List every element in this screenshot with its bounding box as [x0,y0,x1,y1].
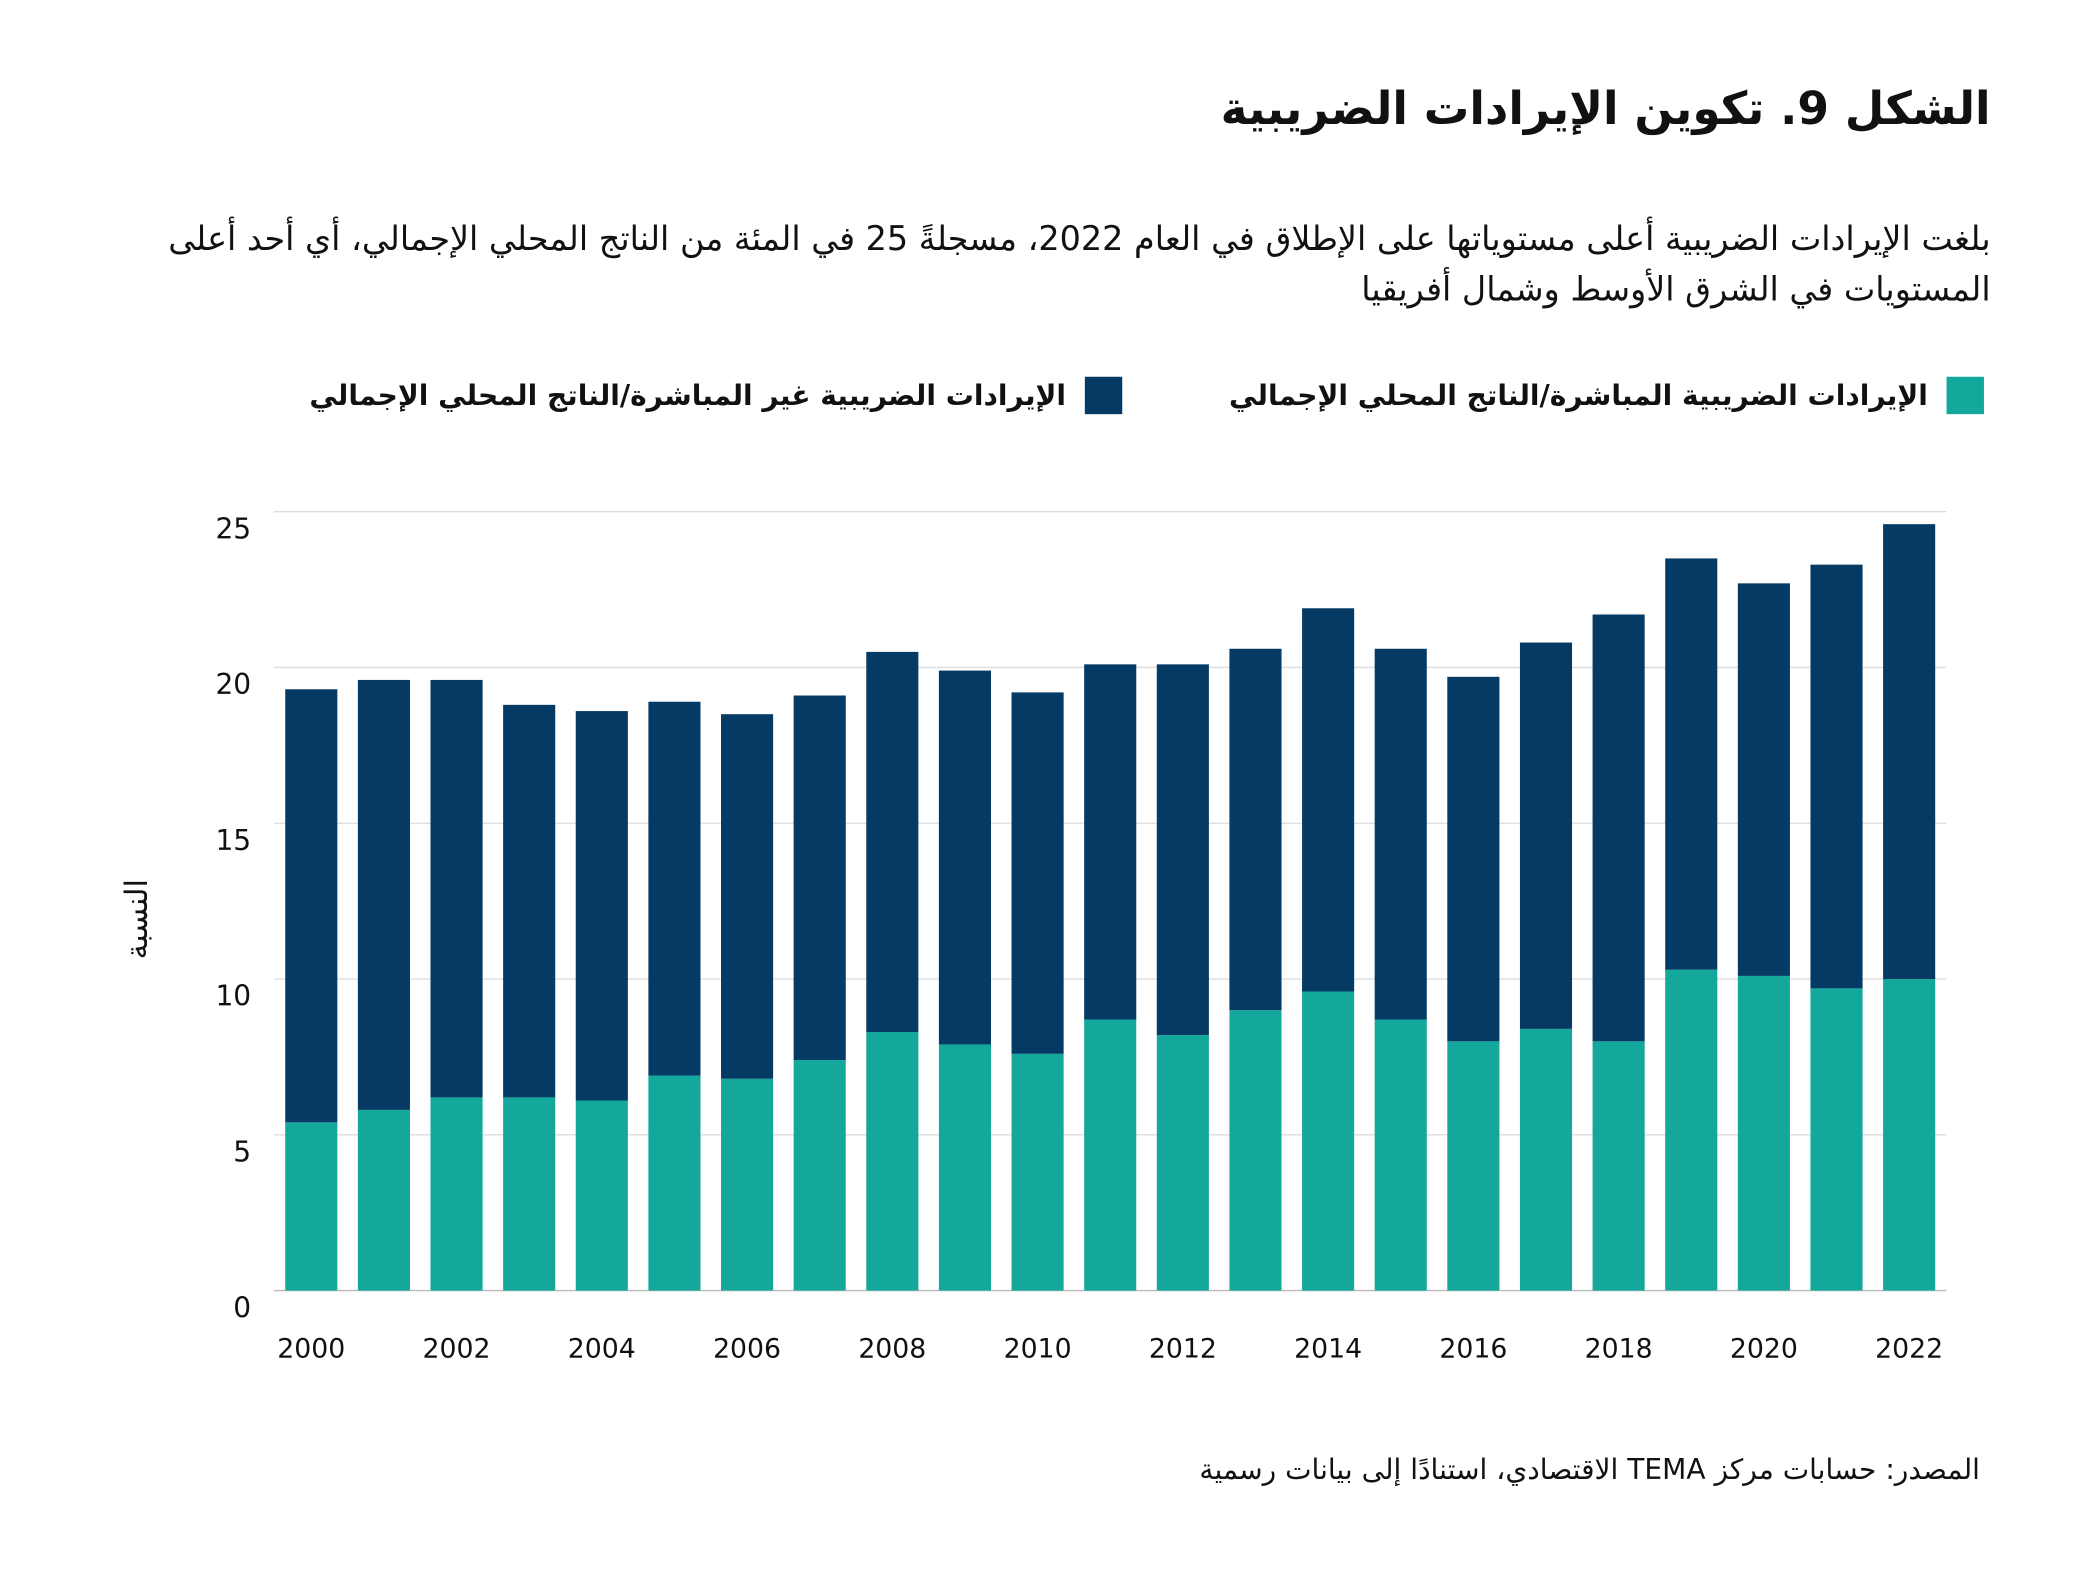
x-tick-label: 2010 [1004,1333,1072,1364]
bar-indirect-2018 [1592,614,1645,1042]
y-axis-label: النسبة [119,879,155,959]
bar-direct-2020 [1737,975,1790,1291]
x-tick-label: 2018 [1585,1333,1653,1364]
bar-indirect-2019 [1665,558,1718,970]
x-tick-label: 2002 [423,1333,491,1364]
x-tick-label: 2008 [858,1333,926,1364]
bar-indirect-2000 [285,689,338,1123]
bar-indirect-2022 [1883,524,1936,980]
bar-direct-2007 [793,1060,846,1291]
legend-item-indirect: الإيرادات الضريبية غير المباشرة/الناتج ا… [309,376,1123,415]
bar-indirect-2008 [866,651,919,1032]
x-tick-label: 2012 [1149,1333,1217,1364]
bar-direct-2016 [1447,1041,1500,1291]
bar-indirect-2011 [1084,664,1137,1020]
bar-direct-2012 [1156,1035,1209,1291]
bar-indirect-2013 [1229,648,1282,1011]
bar-direct-2006 [721,1078,774,1291]
y-tick-label: 20 [215,668,251,701]
bar-indirect-2012 [1156,664,1209,1036]
bar-indirect-2009 [938,670,992,1045]
bar-indirect-2021 [1810,564,1863,989]
bar-indirect-2015 [1374,648,1427,1020]
bar-direct-2009 [938,1044,992,1291]
bar-indirect-2005 [648,701,701,1076]
y-tick-label: 0 [233,1291,251,1324]
bar-direct-2005 [648,1075,701,1291]
y-tick-label: 10 [215,980,251,1013]
bar-indirect-2004 [575,711,628,1101]
legend-label-direct: الإيرادات الضريبية المباشرة/الناتج المحل… [1229,379,1928,412]
bar-indirect-2017 [1519,642,1573,1029]
x-tick-label: 2020 [1730,1333,1798,1364]
legend-label-indirect: الإيرادات الضريبية غير المباشرة/الناتج ا… [309,379,1067,412]
bar-indirect-2010 [1011,692,1064,1054]
bar-indirect-2014 [1302,608,1355,992]
bar-indirect-2003 [503,704,556,1098]
bar-direct-2017 [1519,1028,1573,1291]
bar-indirect-2007 [793,695,846,1061]
bar-direct-2002 [430,1097,483,1291]
x-tick-label: 2014 [1294,1333,1362,1364]
x-tick-label: 2022 [1875,1333,1943,1364]
bar-direct-2018 [1592,1041,1645,1291]
bar-indirect-2001 [357,679,410,1110]
x-tick-label: 2000 [277,1333,345,1364]
x-tick-label: 2004 [568,1333,636,1364]
bar-indirect-2002 [430,679,483,1098]
bar-indirect-2016 [1447,676,1500,1042]
x-tick-label: 2016 [1439,1333,1507,1364]
y-tick-label: 5 [233,1136,251,1169]
bar-direct-2014 [1302,991,1355,1291]
legend-swatch-direct [1946,376,1984,415]
bar-direct-2003 [503,1097,556,1291]
bar-direct-2004 [575,1100,628,1291]
bar-direct-2011 [1084,1019,1137,1291]
bar-direct-2022 [1883,979,1936,1291]
bar-direct-2010 [1011,1053,1064,1291]
chart-subtitle: بلغت الإيرادات الضريبية أعلى مستوياتها ع… [168,219,1991,309]
bar-direct-2015 [1374,1019,1427,1291]
y-tick-label: 15 [215,824,251,857]
bar-direct-2001 [357,1109,410,1291]
bar-chart: 0 5 10 15 20 25 2000 2002 2004 2006 2008 2010 2012 20… [119,511,1947,1364]
bar-direct-2019 [1665,969,1718,1291]
legend-swatch-indirect [1084,376,1123,415]
bar-indirect-2006 [721,714,774,1079]
bar-direct-2000 [285,1122,338,1291]
y-tick-label: 25 [215,512,251,545]
bar-direct-2008 [866,1031,919,1291]
bar-direct-2013 [1229,1010,1282,1291]
bar-indirect-2020 [1737,583,1790,976]
source-note: المصدر: حسابات مركز TEMA الاقتصادي، استن… [1199,1453,1980,1486]
legend: الإيرادات الضريبية المباشرة/الناتج المحل… [94,376,1984,415]
x-tick-label: 2006 [713,1333,781,1364]
chart-title: الشكل 9. تكوين الإيرادات الضريبية [1220,82,1991,137]
legend-item-direct: الإيرادات الضريبية المباشرة/الناتج المحل… [1229,376,1984,415]
bar-direct-2021 [1810,988,1863,1291]
